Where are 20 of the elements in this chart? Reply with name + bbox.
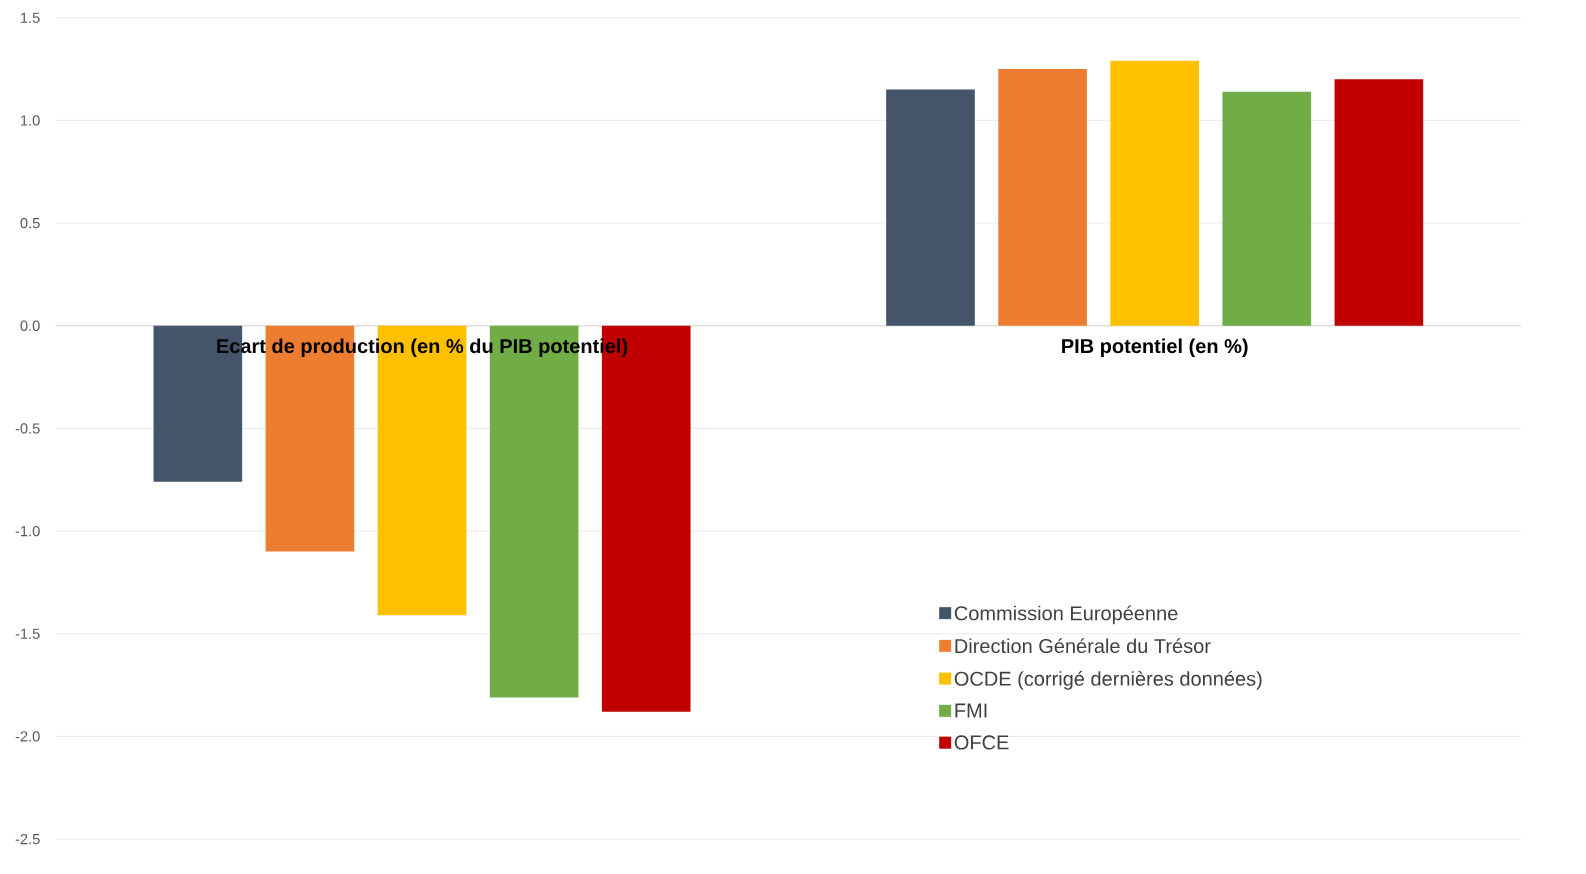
legend-label: OCDE (corrigé dernières données) xyxy=(954,670,1262,690)
y-tick-label: 0.5 xyxy=(20,217,40,229)
legend-label: Commission Européenne xyxy=(954,605,1178,625)
y-tick-label: -0.5 xyxy=(15,423,40,434)
bar xyxy=(998,69,1087,326)
y-tick-label: 0.0 xyxy=(20,320,40,331)
legend-label: OFCE xyxy=(954,735,1009,750)
y-tick-label: -1.0 xyxy=(15,525,40,537)
y-tick-label: -2.0 xyxy=(15,731,40,742)
y-tick-label: 1.0 xyxy=(21,115,40,126)
bar xyxy=(1222,91,1312,326)
y-tick-label: -2.5 xyxy=(15,833,40,845)
bar xyxy=(886,89,975,326)
bar xyxy=(1110,60,1200,326)
x-tick-label: PIB potentiel (en %) xyxy=(1062,338,1248,358)
y-tick-label: 1.5 xyxy=(21,12,40,23)
y-tick-label: -1.5 xyxy=(15,628,40,639)
bar xyxy=(1334,79,1424,326)
legend-label: FMI xyxy=(955,703,987,718)
legend-label: Direction Générale du Trésor xyxy=(955,638,1211,654)
